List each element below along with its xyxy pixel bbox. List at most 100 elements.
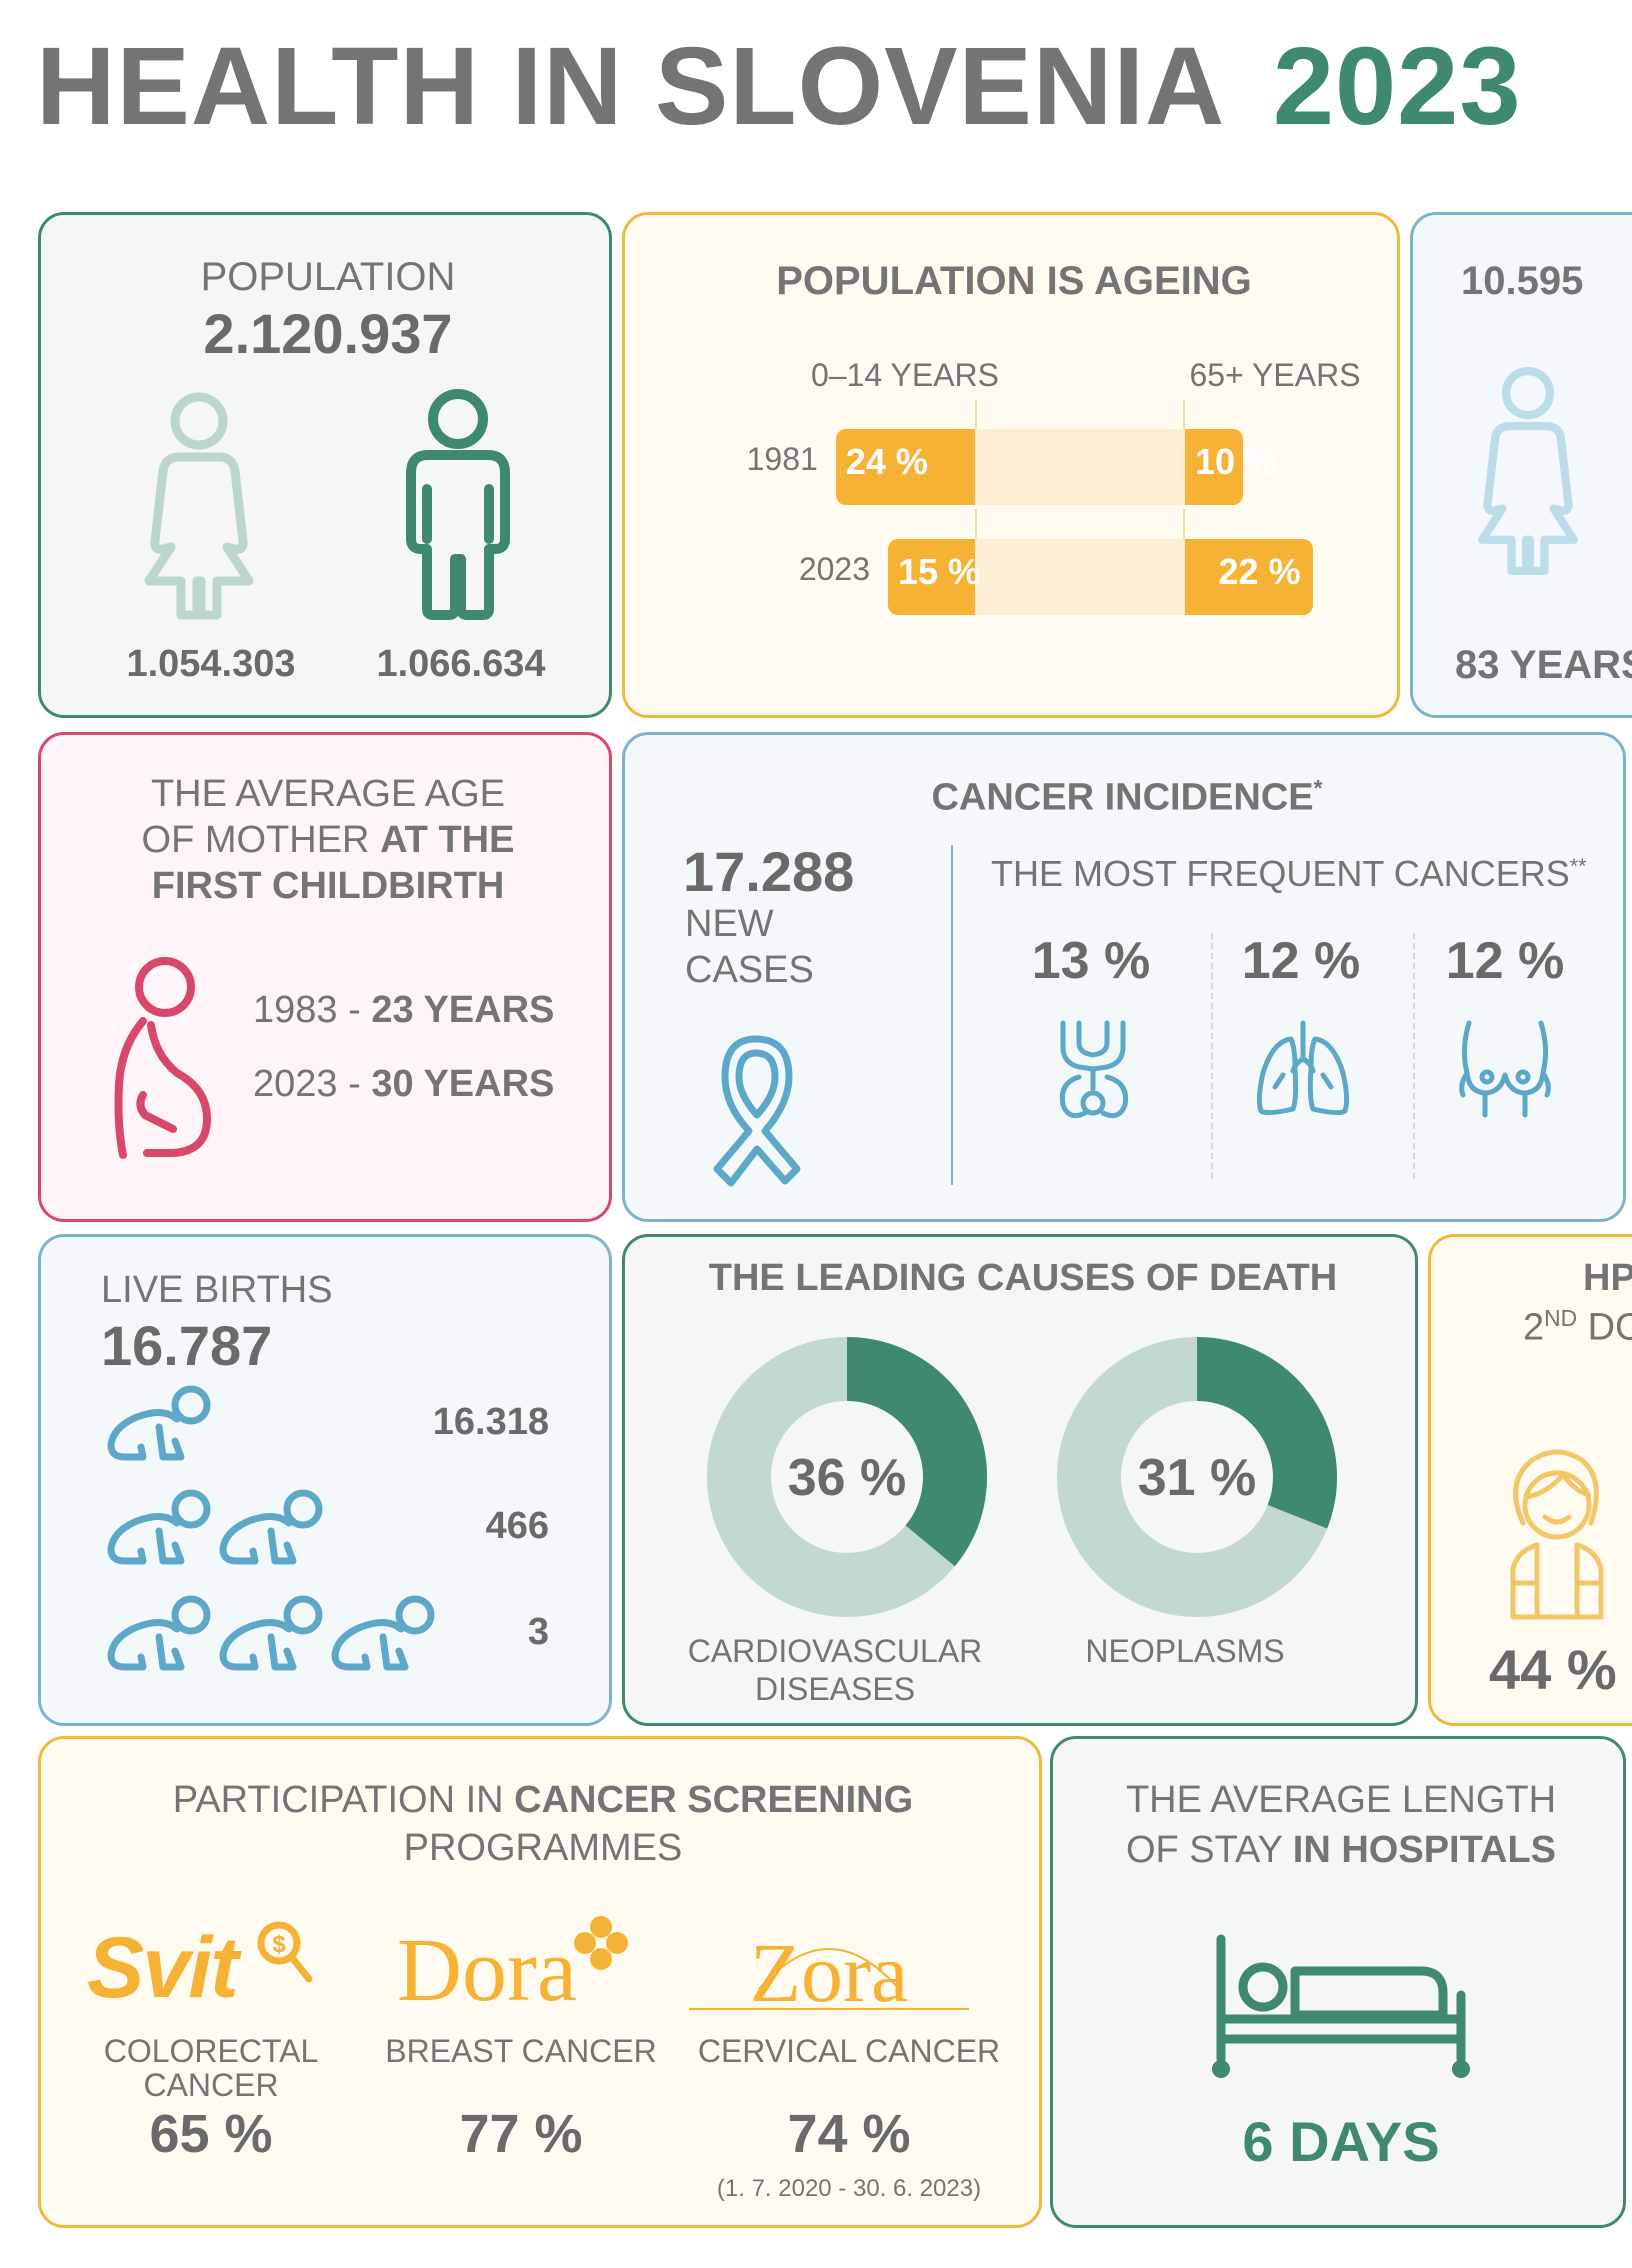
zora-arc [689,1948,969,2010]
cancer-separator-1 [1211,933,1213,1179]
mother-row: 2023 - 30 YEARS [253,1063,554,1106]
mother-line2-bold: AT THE [380,819,515,861]
death-title: THE LEADING CAUSES OF DEATH [708,1257,1338,1299]
cancer-divider [951,845,953,1185]
births-row-value: 16.318 [432,1401,549,1443]
donut-pct-label: 36 % [788,1449,907,1507]
life-years: 83 YEARS [1455,643,1632,687]
cancer-item-3-pct: 12 % [1445,932,1565,990]
crawling-baby-icon [219,1595,323,1671]
ageing-row-tick [975,399,977,429]
ageing-row-tick [975,509,977,539]
pregnant-woman-icon [114,957,211,1159]
hospital-line2: OF STAY IN HOSPITALS [1053,1829,1623,1872]
donut-slice [845,1337,987,1567]
prostate-icon [1059,1020,1129,1119]
ageing-row-year: 2023 [798,551,870,587]
mother-line3: FIRST CHILDBIRTH [151,865,505,907]
mother-row-value: 23 YEARS [371,989,555,1031]
page-title: HEALTH IN SLOVENIA 2023 [36,22,1522,152]
cancer-title-sup: * [1313,775,1323,801]
cancer-frequent-title: THE MOST FREQUENT CANCERS** [991,853,1587,895]
cancer-card: CANCER INCIDENCE* 17.288 NEW CASES THE M… [622,732,1626,1222]
magnifier-icon: $ [257,1921,313,1983]
mother-row-year: 1983 - [253,989,372,1031]
ageing-bar-old: 22 % [1185,539,1313,615]
screening-1-label2: CANCER [143,2067,279,2103]
donut-hole [773,1403,921,1551]
screening-2-pct: 77 % [459,2104,583,2164]
screening-title-bold: CANCER SCREENING [514,1779,914,1821]
cancer-ribbon-icon [713,1035,801,1187]
ageing-bar-old-label: 22 % [1218,551,1301,592]
hospital-bed-icon [1212,1934,1470,2078]
life-card: 10.595 83 YEARS [1410,212,1632,718]
mother-line1: THE AVERAGE AGE [150,773,506,815]
woman-icon [1478,366,1578,576]
hospital-line2-bold: IN HOSPITALS [1292,1829,1556,1871]
mother-row-value: 30 YEARS [371,1063,555,1105]
hospital-value: 6 DAYS [1242,2110,1440,2173]
screening-3-note: (1. 7. 2020 - 30. 6. 2023) [716,2175,982,2202]
ageing-bar-young: 15 % [888,539,980,615]
screening-title: PARTICIPATION IN CANCER SCREENING [41,1779,1039,1822]
ageing-row-year: 1981 [746,441,818,477]
cancer-new-label1: NEW [685,903,774,945]
ageing-row-tick [1183,509,1185,539]
hospital-line1: THE AVERAGE LENGTH [1125,1779,1557,1821]
hpv-sub-num: 2 [1523,1306,1545,1349]
screening-1-pct: 65 % [149,2104,273,2164]
girl-icon [1510,1449,1604,1620]
hospital-card: THE AVERAGE LENGTH OF STAY IN HOSPITALS … [1050,1736,1626,2228]
cancer-frequent-sup: ** [1569,853,1587,878]
crawling-baby-icon [107,1489,211,1565]
death-donuts: 36 % 31 % [707,1337,1337,1617]
ageing-row-tick [1183,399,1185,429]
mother-row: 1983 - 23 YEARS [253,989,554,1032]
population-label: POPULATION [200,255,456,299]
crawling-baby-icon [219,1489,323,1565]
population-total: 2.120.937 [203,302,453,365]
population-female: 1.054.303 [126,643,296,685]
title-main: HEALTH IN SLOVENIA [36,25,1222,148]
donut-hole [1123,1403,1271,1551]
births-total: 16.787 [101,1314,273,1377]
screening-title-line2: PROGRAMMES [403,1827,683,1869]
woman-icon [144,392,254,620]
life-value: 10.595 [1461,259,1584,303]
cancer-new-count: 17.288 [683,840,855,903]
screening-1-label1: COLORECTAL [103,2033,319,2069]
hpv-sub-sup: ND [1544,1305,1578,1331]
cancer-item-2-pct: 12 % [1241,932,1361,990]
mother-line2: OF MOTHER AT THE [41,819,609,862]
hpv-sub: 2ND DO [1523,1305,1632,1350]
mother-card: THE AVERAGE AGE OF MOTHER AT THE FIRST C… [38,732,612,1222]
svg-text:$: $ [272,1931,286,1958]
screening-title-plain: PARTICIPATION IN [172,1779,515,1821]
hospital-line2-plain: OF STAY [1125,1829,1293,1871]
cancer-frequent-text: THE MOST FREQUENT CANCERS [991,853,1570,894]
ageing-bar-young-label: 24 % [845,441,928,482]
breast-icon [1459,1020,1551,1118]
births-card: LIVE BIRTHS 16.787 16.318 466 3 [38,1234,612,1726]
mother-row-year: 2023 - [253,1063,372,1105]
death-card: THE LEADING CAUSES OF DEATH 36 % 31 % CAR… [622,1234,1418,1726]
zora-logo: Zora [749,1927,909,2020]
cancer-item-1-pct: 13 % [1031,932,1151,990]
births-label: LIVE BIRTHS [101,1269,333,1311]
births-row-value: 3 [527,1611,549,1653]
hpv-sub-rest: DO [1587,1306,1632,1349]
population-card: POPULATION 2.120.937 1.054.303 1.066.634 [38,212,612,718]
screening-2-label1: BREAST CANCER [385,2033,657,2069]
cancer-new-label2: CASES [685,949,814,991]
hpv-title: HP [1583,1257,1632,1299]
population-male: 1.066.634 [376,643,546,685]
flower-icon [574,1916,628,1970]
ageing-bar-young-label: 15 % [898,551,981,592]
crawling-baby-icon [107,1595,211,1671]
ageing-col-old: 65+ YEARS [1189,357,1361,393]
cancer-title-text: CANCER INCIDENCE [931,776,1314,819]
ageing-row-middle [975,429,1185,505]
death-item-2-label1: NEOPLASMS [1085,1633,1285,1669]
screening-card: PARTICIPATION IN CANCER SCREENING PROGRA… [38,1736,1042,2228]
